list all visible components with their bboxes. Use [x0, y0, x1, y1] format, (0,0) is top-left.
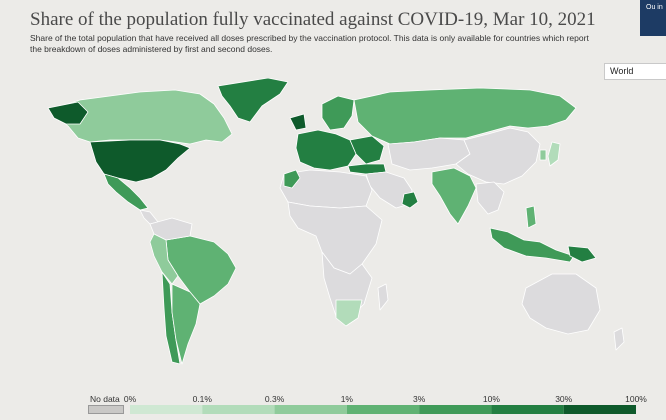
region-africa-central[interactable] [287, 201, 383, 275]
legend-tick-label: 0% [123, 394, 137, 404]
legend-swatch [419, 405, 492, 414]
legend-swatch [130, 405, 203, 414]
region-russia[interactable] [353, 87, 577, 145]
region-india[interactable] [431, 167, 477, 225]
legend-no-data-label: No data [90, 394, 120, 404]
legend-tick-label: 0.3% [264, 394, 285, 404]
legend-swatch [346, 405, 420, 414]
legend: No data 0% 0.1% 0.3% 1% 3% 10% 30% 100% [0, 388, 666, 420]
legend-tick-label: 3% [412, 394, 426, 404]
legend-tick-label: 1% [340, 394, 353, 404]
region-select[interactable]: World [604, 63, 666, 80]
region-europe-east[interactable] [349, 135, 385, 165]
legend-swatch [563, 405, 636, 414]
region-china[interactable] [455, 127, 541, 185]
legend-color-scale [130, 405, 636, 414]
legend-tick-label: 10% [482, 394, 500, 404]
region-chile[interactable] [161, 271, 181, 365]
region-korea[interactable] [539, 149, 547, 161]
region-europe-west[interactable] [295, 129, 357, 171]
region-papua[interactable] [567, 245, 597, 263]
legend-swatch [491, 405, 564, 414]
region-oman-uae[interactable] [401, 191, 419, 209]
region-central-america[interactable] [139, 209, 159, 225]
legend-tick-label: 0.1% [192, 394, 212, 404]
region-morocco[interactable] [283, 169, 301, 189]
region-alaska[interactable] [47, 101, 89, 125]
region-new-zealand[interactable] [613, 327, 625, 351]
region-iceland-uk[interactable] [289, 113, 307, 131]
region-mexico[interactable] [103, 173, 149, 211]
region-greenland[interactable] [217, 78, 289, 123]
region-australia[interactable] [521, 273, 601, 335]
region-canada[interactable] [54, 89, 233, 145]
region-scandinavia[interactable] [321, 95, 355, 131]
legend-swatch [202, 405, 275, 414]
owid-logo[interactable]: Ou in [640, 0, 666, 36]
region-south-africa[interactable] [335, 299, 363, 327]
region-madagascar[interactable] [377, 283, 389, 311]
legend-tick-label: 100% [625, 394, 647, 404]
legend-no-data-swatch [88, 405, 124, 414]
legend-swatch [274, 405, 347, 414]
chart-subtitle: Share of the total population that have … [30, 33, 589, 54]
region-southeast-asia[interactable] [475, 181, 505, 215]
region-japan[interactable] [547, 141, 561, 167]
region-philippines[interactable] [525, 205, 537, 229]
world-map [47, 78, 625, 365]
region-argentina[interactable] [171, 283, 201, 365]
chart-title: Share of the population fully vaccinated… [30, 9, 596, 30]
region-indonesia[interactable] [489, 227, 575, 263]
legend-tick-label: 30% [555, 394, 573, 404]
